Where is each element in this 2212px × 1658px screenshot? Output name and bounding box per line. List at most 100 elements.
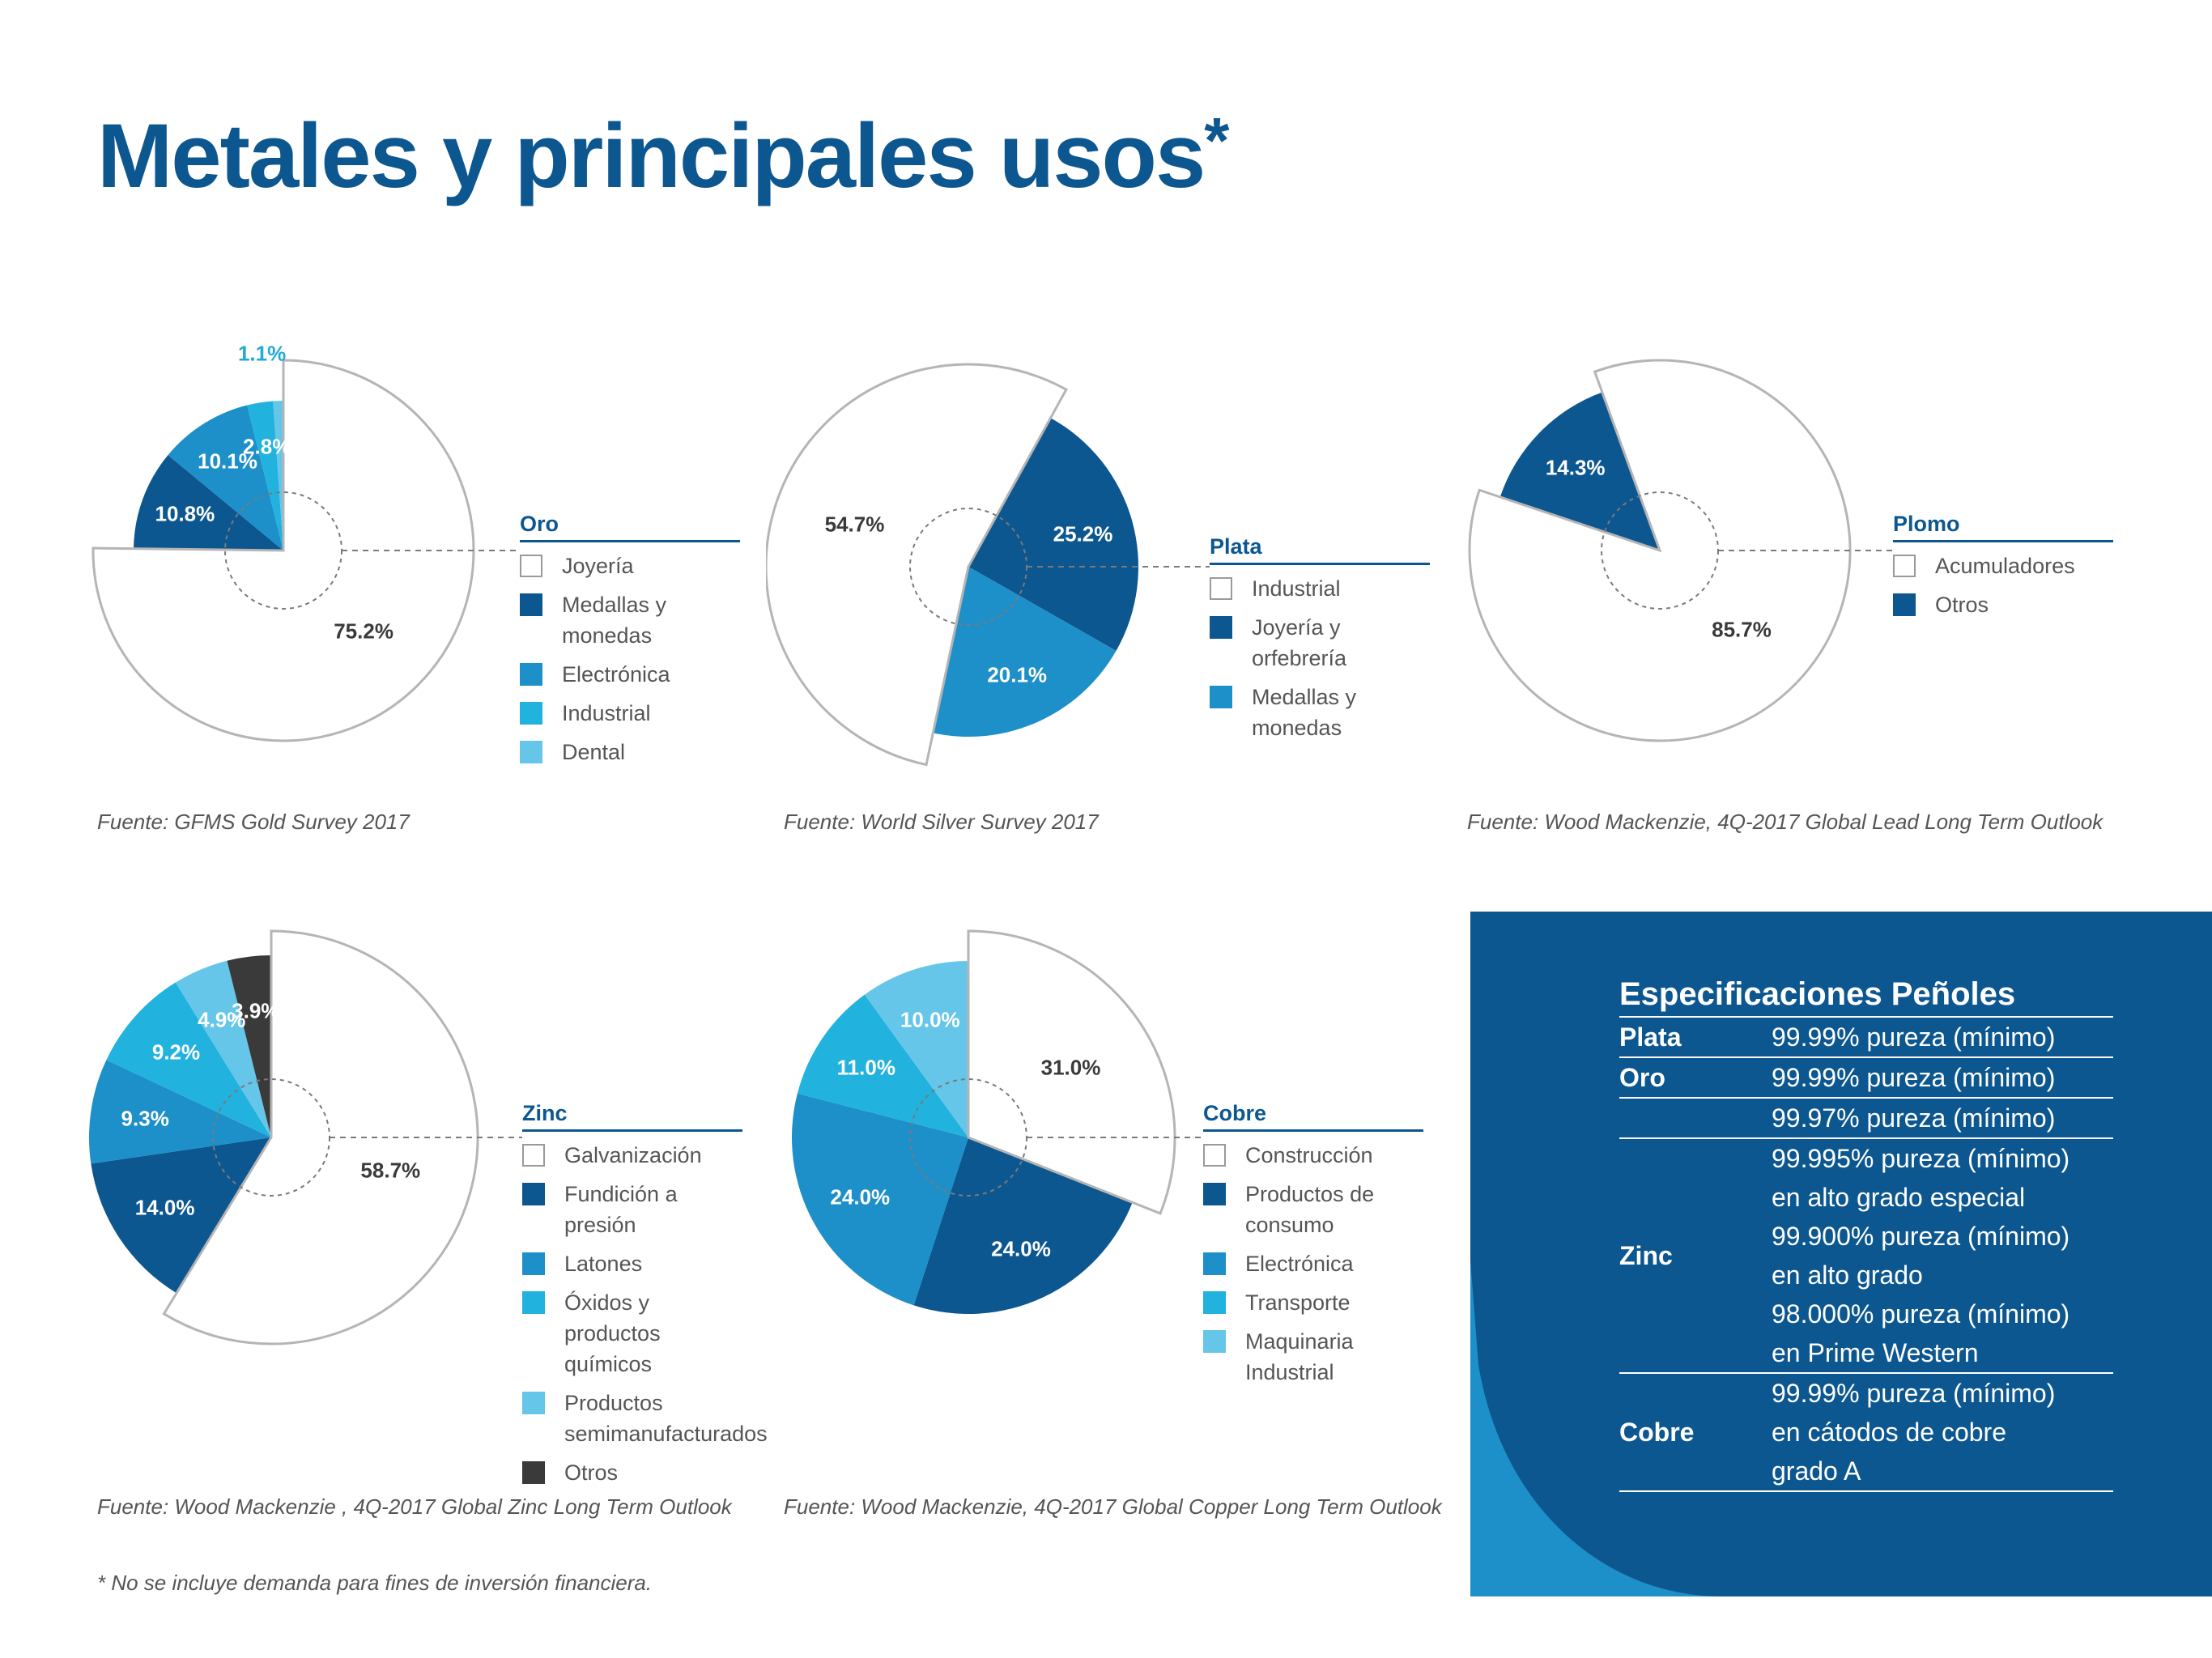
spec-row-continuation: 99.97% pureza (mínimo) xyxy=(1619,1099,2113,1139)
slice-plata-medallas-y-monedas xyxy=(933,567,1117,737)
legend-oro: Oro Joyería Medallas y monedas Electrónica I… xyxy=(520,512,740,767)
legend-title: Plomo xyxy=(1893,512,2113,542)
spec-line: 99.97% pureza (mínimo) xyxy=(1772,1103,2056,1133)
spec-values: 99.995% pureza (mínimo) en alto grado esp… xyxy=(1772,1139,2113,1372)
spec-values: 99.97% pureza (mínimo) xyxy=(1772,1099,2113,1137)
legend-title: Cobre xyxy=(1203,1101,1423,1132)
legend-item-otros: Otros xyxy=(1893,589,2113,620)
legend-item-dental: Dental xyxy=(520,737,740,767)
spec-line: 99.900% pureza (mínimo) xyxy=(1772,1222,2070,1251)
legend-item-construccion: Construcción xyxy=(1203,1140,1423,1171)
page-title: Metales y principales usos* xyxy=(97,104,1229,206)
slice-oro-medallas-y-monedas xyxy=(134,455,283,551)
value-label-plata-industrial: 54.7% xyxy=(824,512,885,537)
specs-table: Especificaciones Peñoles Plata 99.99% pur… xyxy=(1619,976,2113,1492)
legend-swatch xyxy=(520,555,542,577)
legend-item-industrial: Industrial xyxy=(520,698,740,729)
spec-values: 99.99% pureza (mínimo) xyxy=(1772,1058,2113,1097)
legend-item-otros: Otros xyxy=(522,1457,742,1488)
legend-item-medallas-y-monedas: Medallas y monedas xyxy=(1210,682,1430,743)
pie-svg-oro xyxy=(91,359,520,742)
value-label-cobre-transporte: 11.0% xyxy=(836,1055,895,1080)
legend-label: Otros xyxy=(564,1460,619,1485)
legend-label: Dental xyxy=(562,740,626,764)
slice-oro-dental xyxy=(273,401,283,551)
spec-metal: Zinc xyxy=(1619,1240,1673,1270)
legend-title: Oro xyxy=(520,512,740,542)
legend-label: Productos semimanufacturados xyxy=(564,1391,768,1446)
legend-label: Medallas y monedas xyxy=(1252,685,1357,740)
legend-label: Maquinaria Industrial xyxy=(1245,1329,1354,1384)
value-label-oro-joyeria: 75.2% xyxy=(334,619,393,644)
slice-plomo-otros xyxy=(1499,392,1660,551)
legend-item-fundicion-a-presion: Fundición a presión xyxy=(522,1179,742,1240)
legend-swatch xyxy=(520,741,542,763)
legend-plata: Plata Industrial Joyería y orfebrería Medal… xyxy=(1210,534,1430,743)
legend-title: Plata xyxy=(1210,534,1430,565)
legend-item-electronica: Electrónica xyxy=(1203,1248,1423,1279)
slice-zinc-oxidos-y-productos-quimicos xyxy=(106,982,271,1137)
spec-line: 99.99% pureza (mínimo) xyxy=(1772,1022,2056,1052)
pie-svg-plomo xyxy=(1468,359,1893,742)
source-plata: Fuente: World Silver Survey 2017 xyxy=(784,810,1099,834)
source-cobre: Fuente: Wood Mackenzie, 4Q-2017 Global C… xyxy=(784,1494,1442,1519)
legend-swatch xyxy=(520,702,542,725)
slice-zinc-galvanizacion xyxy=(162,929,479,1346)
spec-line: en alto grado xyxy=(1772,1261,1923,1290)
spec-row-cobre: Cobre 99.99% pureza (mínimo) en cátodos de… xyxy=(1619,1374,2113,1492)
legend-swatch xyxy=(522,1144,545,1167)
asterisk-mark: * xyxy=(1204,104,1229,176)
slice-oro-electronica xyxy=(168,405,283,551)
pie-svg-zinc xyxy=(89,929,522,1346)
legend-item-medallas-y-monedas: Medallas y monedas xyxy=(520,589,740,651)
source-oro: Fuente: GFMS Gold Survey 2017 xyxy=(97,810,410,834)
spec-row-oro: Oro 99.99% pureza (mínimo) xyxy=(1619,1058,2113,1099)
legend-label: Productos de consumo xyxy=(1245,1182,1375,1237)
specs-panel: Especificaciones Peñoles Plata 99.99% pur… xyxy=(1470,912,2212,1596)
value-label-zinc-galvanizacion: 58.7% xyxy=(360,1158,421,1183)
legend-label: Joyería y orfebrería xyxy=(1252,615,1347,670)
spec-row-plata: Plata 99.99% pureza (mínimo) xyxy=(1619,1018,2113,1058)
specs-title: Especificaciones Peñoles xyxy=(1619,976,2113,1018)
legend-label: Industrial xyxy=(1252,576,1341,601)
legend-swatch xyxy=(520,663,542,686)
spec-line: en Prime Western xyxy=(1772,1338,1979,1367)
legend-swatch xyxy=(1203,1252,1226,1275)
chart-zinc: 58.7% 14.0% 9.3% 9.2% 4.9% 3.9% Zinc Galvanizac… xyxy=(81,899,768,1485)
legend-item-productos-semimanufacturados: Productos semimanufacturados xyxy=(522,1388,768,1449)
value-label-oro-dental: 1.1% xyxy=(237,341,287,366)
slice-zinc-latones xyxy=(89,1060,271,1164)
value-label-cobre-productos-de-consumo: 24.0% xyxy=(991,1236,1051,1261)
slice-plata-industrial xyxy=(766,363,1068,767)
slice-oro-industrial xyxy=(247,401,283,551)
legend-item-maquinaria-industrial: Maquinaria Industrial xyxy=(1203,1326,1423,1388)
slice-cobre-construccion xyxy=(967,929,1176,1215)
legend-label: Óxidos y productos químicos xyxy=(564,1290,661,1376)
legend-item-latones: Latones xyxy=(522,1248,742,1279)
value-label-zinc-productos-semimanufacturados: 4.9% xyxy=(198,1007,246,1032)
legend-swatch xyxy=(1203,1183,1226,1205)
legend-label: Acumuladores xyxy=(1935,554,2075,578)
slice-cobre-electronica xyxy=(792,1093,968,1306)
legend-label: Construcción xyxy=(1245,1143,1373,1167)
spec-metal: Plata xyxy=(1619,1022,1682,1052)
value-label-oro-medallas-y-monedas: 10.8% xyxy=(155,501,215,526)
legend-swatch xyxy=(522,1252,545,1275)
value-label-zinc-otros: 3.9% xyxy=(232,998,280,1023)
legend-item-joyeria-y-orfebreria: Joyería y orfebrería xyxy=(1210,612,1430,674)
slice-zinc-otros xyxy=(227,955,271,1137)
chart-plomo: 85.7% 14.3% Plomo Acumuladores Otros xyxy=(1457,308,2113,891)
slice-plomo-acumuladores xyxy=(1468,359,1852,742)
value-label-plomo-acumuladores: 85.7% xyxy=(1712,617,1772,642)
legend-item-galvanizacion: Galvanización xyxy=(522,1140,742,1171)
legend-item-acumuladores: Acumuladores xyxy=(1893,551,2113,581)
spec-line: 98.000% pureza (mínimo) xyxy=(1772,1299,2070,1329)
legend-swatch xyxy=(1203,1291,1226,1314)
legend-label: Otros xyxy=(1935,593,1989,617)
spec-values: 99.99% pureza (mínimo) xyxy=(1772,1018,2113,1056)
spec-line: en cátodos de cobre xyxy=(1772,1418,2006,1447)
legend-swatch xyxy=(1203,1144,1226,1167)
legend-swatch xyxy=(1203,1330,1226,1353)
legend-item-electronica: Electrónica xyxy=(520,659,740,690)
footnote: * No se incluye demanda para fines de in… xyxy=(97,1571,653,1595)
